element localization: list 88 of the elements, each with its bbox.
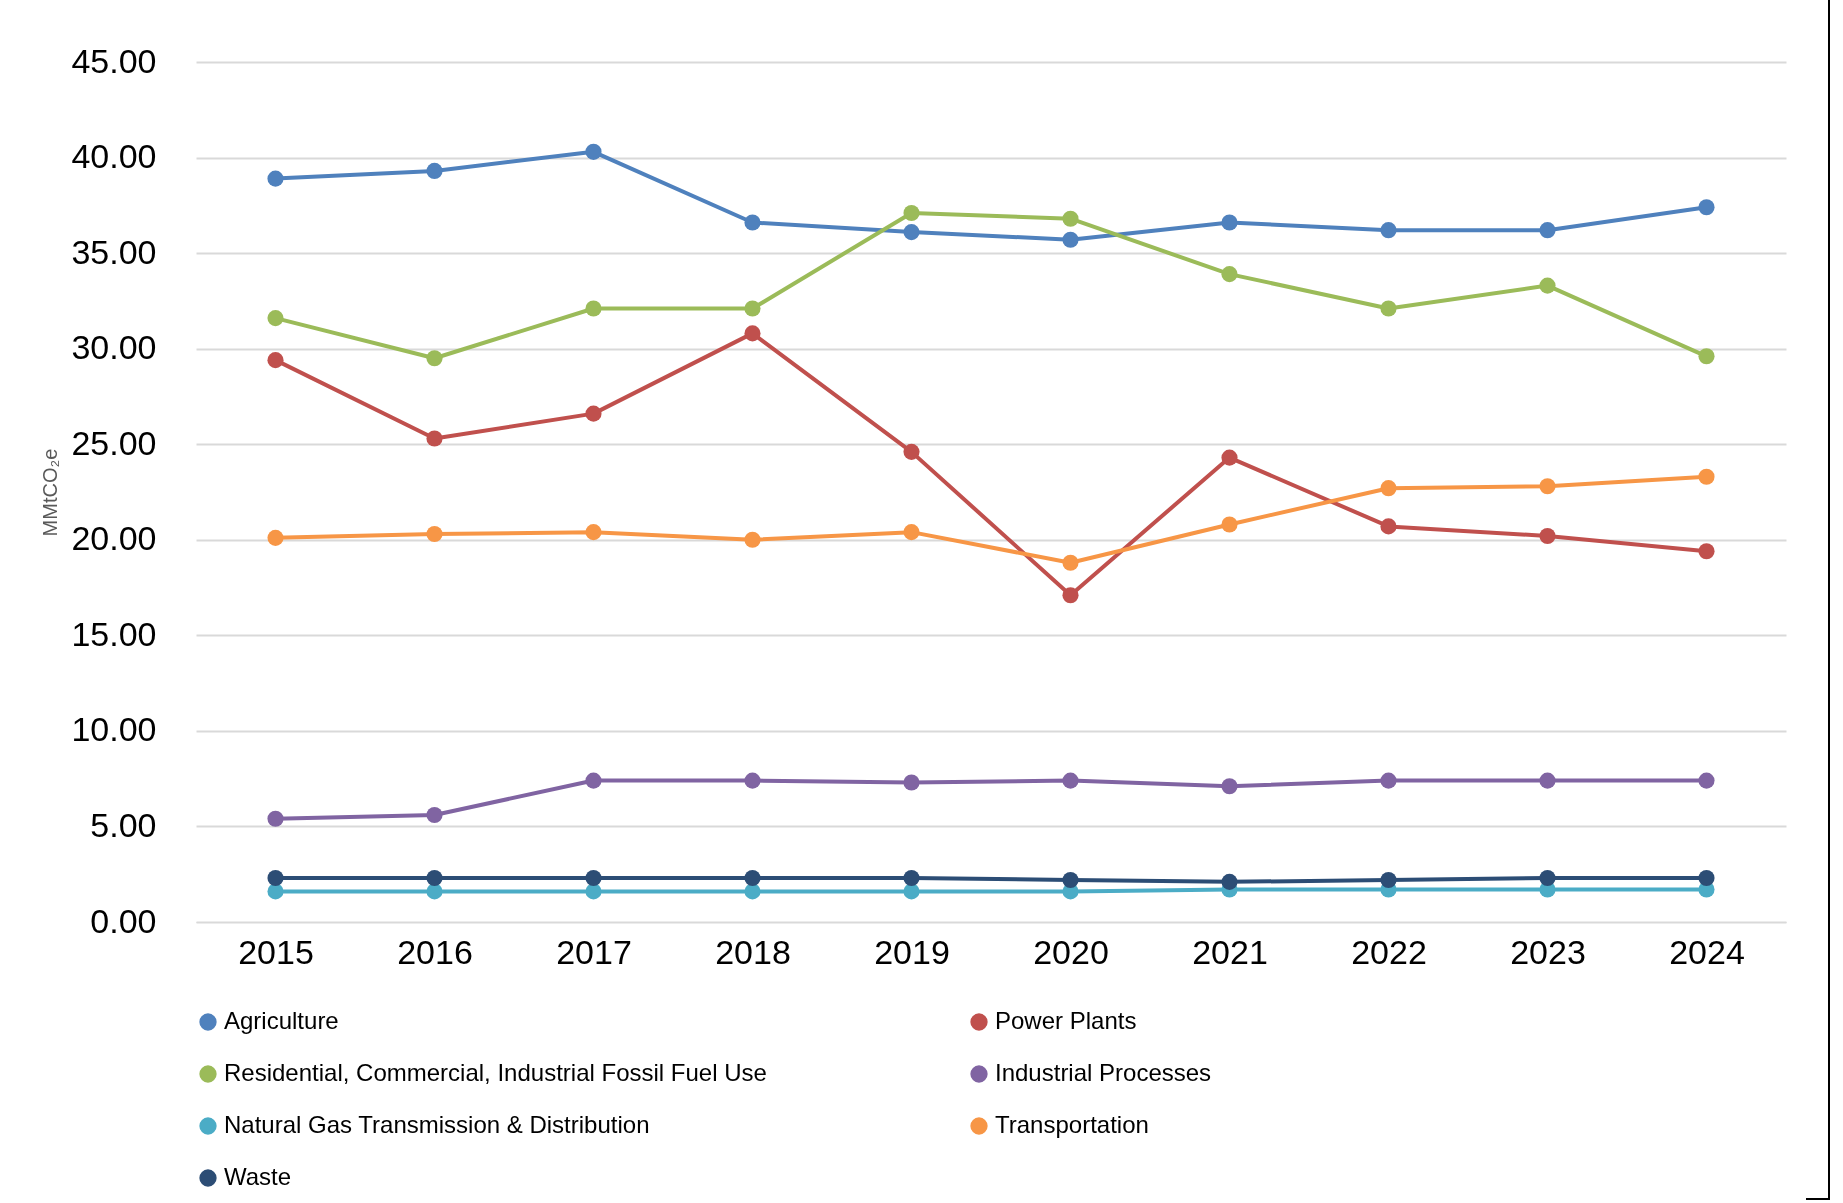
point	[1698, 543, 1715, 560]
point	[585, 300, 602, 317]
point	[585, 405, 602, 422]
point	[426, 350, 443, 367]
point	[1698, 870, 1715, 887]
point	[744, 214, 761, 231]
point	[1380, 518, 1397, 535]
x-tick-label: 2019	[874, 932, 950, 971]
point	[267, 529, 284, 546]
point	[585, 870, 602, 887]
legend-label: Transportation	[995, 1111, 1149, 1138]
y-tick-label: 45.00	[71, 41, 157, 80]
y-tick-label: 30.00	[71, 328, 157, 367]
x-tick-label: 2015	[238, 932, 314, 971]
point	[744, 300, 761, 317]
y-axis-title: MMtCO₂e	[39, 448, 62, 537]
point	[426, 870, 443, 887]
point	[744, 325, 761, 342]
y-tick-label: 20.00	[71, 519, 157, 558]
point	[1380, 871, 1397, 888]
point	[426, 430, 443, 447]
point	[1221, 266, 1238, 283]
point	[744, 531, 761, 548]
point	[1539, 222, 1556, 239]
point	[903, 870, 920, 887]
x-tick-label: 2017	[556, 932, 632, 971]
point	[585, 772, 602, 789]
x-tick-label: 2018	[715, 932, 791, 971]
point	[1698, 772, 1715, 789]
x-tick-label: 2021	[1192, 932, 1268, 971]
point	[1380, 222, 1397, 239]
point	[1062, 772, 1079, 789]
legend-label: Agriculture	[224, 1007, 339, 1034]
x-tick-label: 2016	[397, 932, 473, 971]
legend-label: Residential, Commercial, Industrial Fossil Fuel Use	[224, 1059, 767, 1086]
point	[1380, 300, 1397, 317]
point	[903, 524, 920, 541]
point	[426, 526, 443, 543]
point	[1221, 873, 1238, 890]
x-tick-label: 2024	[1669, 932, 1745, 971]
point	[1062, 554, 1079, 571]
point	[1221, 214, 1238, 231]
point	[1062, 587, 1079, 604]
x-tick-label: 2020	[1033, 932, 1109, 971]
y-tick-label: 10.00	[71, 710, 157, 749]
y-tick-label: 0.00	[90, 901, 157, 940]
point	[1062, 231, 1079, 248]
point	[1698, 468, 1715, 485]
point	[426, 806, 443, 824]
legend-label: Power Plants	[995, 1007, 1137, 1034]
point	[267, 810, 284, 827]
y-tick-label: 35.00	[71, 232, 157, 271]
point	[267, 310, 284, 327]
point	[903, 204, 920, 222]
point	[267, 352, 284, 369]
point	[1539, 527, 1556, 544]
point	[1380, 772, 1397, 789]
x-tick-label: 2022	[1351, 932, 1427, 971]
legend-label: Natural Gas Transmission & Distribution	[224, 1111, 650, 1138]
point	[1539, 870, 1556, 887]
point	[744, 772, 761, 789]
y-tick-label: 15.00	[71, 614, 157, 653]
point	[1221, 449, 1238, 466]
point	[267, 170, 284, 187]
point	[1698, 348, 1715, 365]
point	[1062, 871, 1079, 888]
y-tick-label: 40.00	[71, 137, 157, 176]
point	[585, 143, 602, 160]
legend-label: Waste	[224, 1163, 292, 1190]
legend-label: Industrial Processes	[995, 1059, 1212, 1086]
point	[1221, 516, 1238, 533]
y-tick-label: 25.00	[71, 423, 157, 462]
point	[267, 870, 284, 887]
x-tick-label: 2023	[1510, 932, 1586, 971]
point	[1539, 277, 1556, 294]
point	[1698, 199, 1715, 216]
point	[1380, 480, 1397, 497]
point	[1221, 778, 1238, 795]
point	[1539, 772, 1556, 789]
y-tick-label: 5.00	[90, 805, 157, 844]
point	[903, 224, 920, 241]
point	[1062, 210, 1079, 227]
point	[426, 162, 443, 179]
point	[1539, 478, 1556, 495]
point	[585, 524, 602, 541]
point	[903, 443, 920, 460]
point	[744, 870, 761, 887]
point	[903, 774, 920, 791]
